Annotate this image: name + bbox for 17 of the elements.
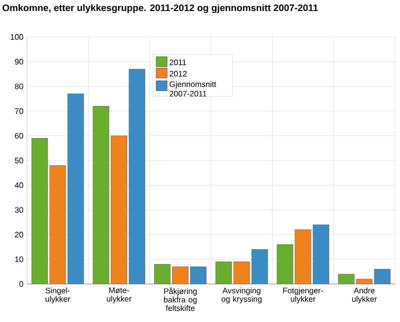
bar [190, 266, 206, 284]
bar [252, 249, 268, 284]
bar [93, 106, 110, 284]
bar [277, 244, 294, 284]
bar [295, 230, 312, 284]
bar [216, 262, 232, 284]
bar [68, 94, 84, 284]
bar [374, 268, 391, 284]
bar [154, 264, 170, 284]
bar [50, 165, 66, 284]
bar [32, 138, 48, 284]
bar [111, 136, 127, 284]
bar [234, 262, 250, 284]
bar [128, 69, 145, 284]
chart-title: Omkomne, etter ulykkesgruppe. 2011-2012 og gjennomsnitt 2007-2011 [2, 4, 318, 14]
bar [312, 224, 329, 284]
bar [172, 266, 188, 284]
